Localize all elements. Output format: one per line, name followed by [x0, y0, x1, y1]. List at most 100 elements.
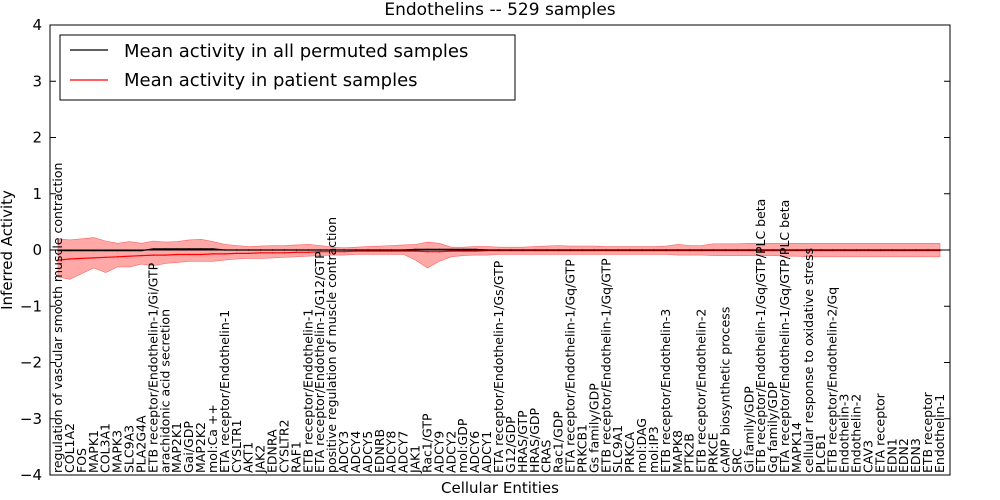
category-label-73: ETB receptor [920, 391, 935, 473]
category-label-37: ETA receptor/Endothelin-1/Gs/GTP [491, 260, 506, 473]
category-label-66: Endothelin-3 [837, 394, 852, 473]
patient-point-0 [57, 259, 59, 261]
category-label-8: ETB receptor/Endothelin-1/Gi/GTP [145, 262, 160, 473]
patient-point-19 [283, 252, 286, 254]
patient-point-9 [164, 254, 166, 256]
patient-point-29 [402, 250, 405, 252]
category-label-70: EDN1 [884, 438, 899, 473]
category-label-18: EDNRA [265, 429, 280, 473]
patient-point-22 [319, 251, 321, 253]
category-label-41: CRAS [539, 440, 554, 473]
legend-box [59, 34, 516, 101]
category-label-0: regulation of vascular smooth muscle con… [50, 163, 65, 473]
category-label-38: G12/GDP [503, 416, 518, 473]
category-label-32: ADCY9 [431, 431, 446, 473]
category-label-39: HRAS/GTP [515, 410, 530, 473]
category-label-59: ETB receptor/Endothelin-1/Gq/GTP/PLC bet… [753, 199, 768, 473]
category-label-44: PRKCB1 [574, 424, 589, 473]
patient-point-16 [248, 252, 250, 255]
y-tick-label-2: −2 [20, 354, 42, 372]
category-label-2: FOS [74, 448, 89, 473]
chart-title: Endothelins -- 529 samples [384, 0, 615, 20]
patient-point-18 [271, 252, 274, 254]
category-label-60: Gq family/GDP [765, 381, 780, 473]
category-label-12: MAP2K2 [193, 422, 208, 473]
category-label-25: ADCY4 [348, 431, 363, 473]
patient-point-3 [93, 257, 95, 259]
category-label-11: Gai/GDP [181, 421, 196, 473]
category-label-56: cAMP biosynthetic process [718, 307, 733, 473]
patient-point-32 [438, 251, 441, 253]
category-label-5: MAPK3 [110, 430, 125, 473]
patient-point-13 [212, 253, 214, 255]
category-label-31: Rac1/GTP [420, 413, 435, 473]
legend-entry-patient: Mean activity in patient samples [124, 70, 418, 91]
category-label-22: ETA receptor/Endothelin-1/G12/GTP [312, 251, 327, 473]
patient-point-27 [379, 250, 381, 252]
category-label-24: ADCY3 [336, 431, 351, 473]
patient-point-21 [307, 251, 309, 253]
permuted-point-12 [200, 248, 202, 250]
y-tick-label-5: 1 [32, 185, 42, 203]
category-label-46: ETB receptor/Endothelin-1/Gq/GTP [598, 258, 613, 473]
category-label-20: RAF1 [288, 441, 303, 473]
category-label-29: ADCY7 [396, 431, 411, 473]
patient-point-7 [140, 254, 143, 257]
category-label-6: SLC9A3 [122, 425, 137, 473]
patient-point-10 [176, 253, 178, 256]
y-ticks-layer: −4 −3 −2 −1 0 1 2 3 4 [20, 16, 950, 484]
patient-point-8 [152, 254, 155, 256]
patient-point-5 [116, 256, 119, 258]
legend: Mean activity in all permuted samples Me… [59, 34, 516, 101]
category-label-15: CYSLTR1 [229, 419, 244, 473]
category-label-52: MAPK8 [670, 430, 685, 473]
category-label-42: Rac1/GDP [551, 411, 566, 473]
category-label-69: ETA receptor [872, 392, 887, 473]
permuted-point-9 [164, 248, 166, 250]
category-label-34: mol:GDP [455, 418, 470, 473]
patient-point-2 [81, 257, 83, 260]
category-label-3: MAPK1 [86, 430, 101, 473]
y-tick-label-4: 0 [32, 241, 42, 259]
permuted-point-10 [176, 248, 178, 250]
category-label-49: mol:DAG [634, 418, 649, 473]
patient-point-17 [259, 252, 262, 254]
patient-point-34 [462, 250, 464, 252]
category-label-9: arachidonic acid secretion [157, 309, 172, 473]
category-label-1: COL1A2 [62, 423, 77, 473]
x-axis-label: Cellular Entities [441, 479, 559, 497]
permuted-point-8 [152, 248, 155, 250]
category-label-61: ETA receptor/Endothelin-1/Gq/GTP/PLC bet… [777, 200, 792, 473]
patient-point-20 [295, 251, 298, 253]
category-label-43: ETA receptor/Endothelin-1/Gq/GTP [563, 259, 578, 473]
permuted-point-11 [188, 248, 190, 250]
permuted-point-13 [212, 248, 214, 250]
category-label-23: positive regulation of muscle contractio… [324, 217, 339, 473]
category-label-33: ADCY2 [443, 431, 458, 473]
category-label-40: HRAS/GDP [527, 407, 542, 473]
patient-point-12 [200, 253, 202, 256]
y-tick-label-6: 2 [32, 129, 42, 147]
category-label-47: SLC9A1 [610, 425, 625, 473]
category-label-65: ETB receptor/Endothelin-2/Gq [825, 287, 840, 473]
patient-point-14 [224, 253, 226, 255]
category-label-16: AKT1 [241, 442, 256, 473]
patient-point-15 [236, 252, 238, 255]
patient-point-4 [105, 256, 107, 258]
patient-point-26 [367, 250, 369, 252]
category-label-64: PLCB1 [813, 433, 828, 473]
y-tick-label-7: 3 [32, 72, 42, 90]
category-label-72: EDN3 [908, 438, 923, 473]
patient-activity-band-layer [57, 237, 941, 280]
category-label-35: ADCY6 [467, 431, 482, 473]
category-label-21: ETB receptor/Endothelin-1 [300, 309, 315, 473]
category-label-14: ETA receptor/Endothelin-1 [217, 310, 232, 473]
category-label-57: SRC [729, 448, 744, 473]
category-label-17: JAK2 [253, 445, 268, 474]
category-label-10: MAP2K1 [169, 422, 184, 473]
category-label-30: JAK1 [408, 445, 423, 474]
category-label-68: CAV3 [861, 440, 876, 473]
category-labels-layer: regulation of vascular smooth muscle con… [50, 163, 947, 475]
category-label-4: COL3A1 [98, 423, 113, 473]
